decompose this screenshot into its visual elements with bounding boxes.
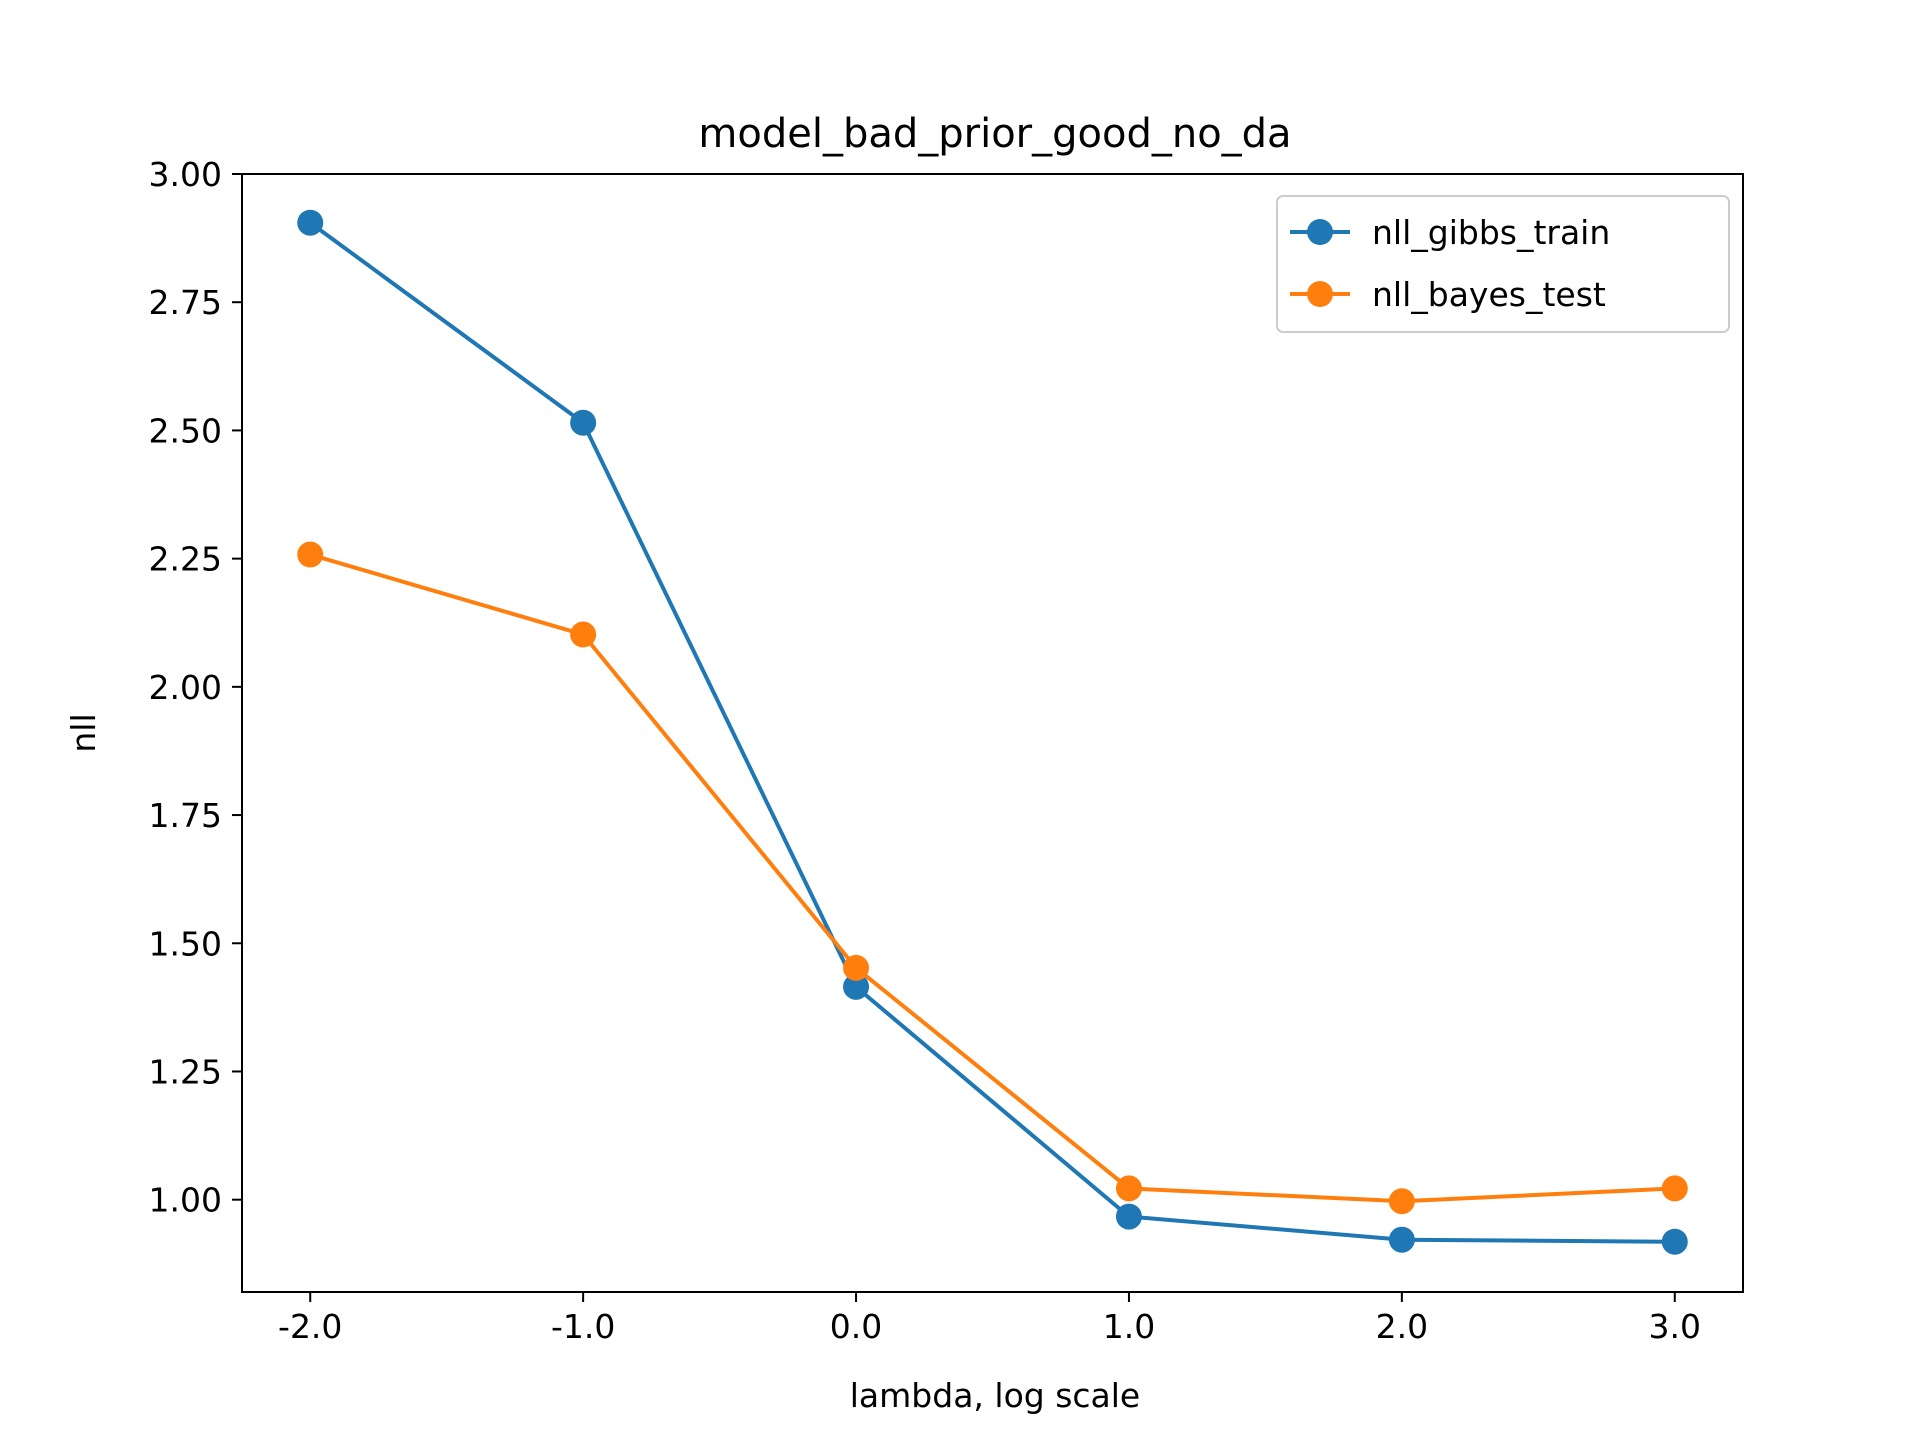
data-point-nll_bayes_test [1115, 1175, 1142, 1202]
y-tick-label: 2.75 [149, 283, 222, 322]
data-point-nll_gibbs_train [1661, 1228, 1688, 1255]
y-axis: 1.00 1.25 1.50 1.75 2.00 2.25 2.50 2.75 3.00 [149, 155, 242, 1220]
series-line-nll_bayes_test [309, 552, 1675, 1204]
x-tick-label: 1.0 [1103, 1307, 1155, 1346]
x-axis-label: lambda, log scale [850, 1376, 1140, 1415]
x-axis: -2.0 -1.0 0.0 1.0 2.0 3.0 [278, 1292, 1701, 1346]
y-tick-label: 2.25 [149, 540, 222, 579]
data-point-nll_bayes_test [1388, 1188, 1415, 1215]
y-tick-label: 1.50 [149, 924, 222, 963]
x-tick-label: 3.0 [1649, 1307, 1701, 1346]
legend-marker-nll_bayes_test [1307, 281, 1333, 307]
y-tick-label: 1.75 [149, 796, 222, 835]
data-point-nll_gibbs_train [843, 973, 870, 1000]
y-tick-label: 1.00 [149, 1181, 222, 1220]
x-tick-label: 0.0 [830, 1307, 882, 1346]
data-point-nll_gibbs_train [570, 409, 597, 436]
y-axis-label: nll [64, 713, 103, 752]
data-point-nll_bayes_test [843, 954, 870, 981]
y-tick-label: 2.50 [149, 411, 222, 450]
plot-area [297, 209, 1688, 1255]
legend-box [1276, 195, 1730, 333]
legend: nll_gibbs_train nll_bayes_test [1276, 195, 1730, 333]
x-tick-label: -1.0 [551, 1307, 615, 1346]
legend-label-nll_bayes_test: nll_bayes_test [1372, 275, 1606, 314]
data-point-nll_gibbs_train [1115, 1203, 1142, 1230]
data-point-nll_gibbs_train [1388, 1226, 1415, 1253]
data-point-nll_bayes_test [297, 541, 324, 568]
data-point-nll_bayes_test [1661, 1175, 1688, 1202]
y-tick-label: 3.00 [149, 155, 222, 194]
data-point-nll_bayes_test [570, 621, 597, 648]
y-tick-label: 2.00 [149, 668, 222, 707]
y-tick-label: 1.25 [149, 1052, 222, 1091]
legend-marker-nll_gibbs_train [1307, 219, 1333, 245]
x-tick-label: -2.0 [278, 1307, 342, 1346]
x-tick-label: 2.0 [1376, 1307, 1428, 1346]
axes-frame [241, 173, 1744, 1293]
data-point-nll_gibbs_train [297, 209, 324, 236]
legend-label-nll_gibbs_train: nll_gibbs_train [1372, 213, 1610, 252]
series-line-nll_gibbs_train [309, 221, 1675, 1244]
chart-title: model_bad_prior_good_no_da [698, 111, 1291, 157]
